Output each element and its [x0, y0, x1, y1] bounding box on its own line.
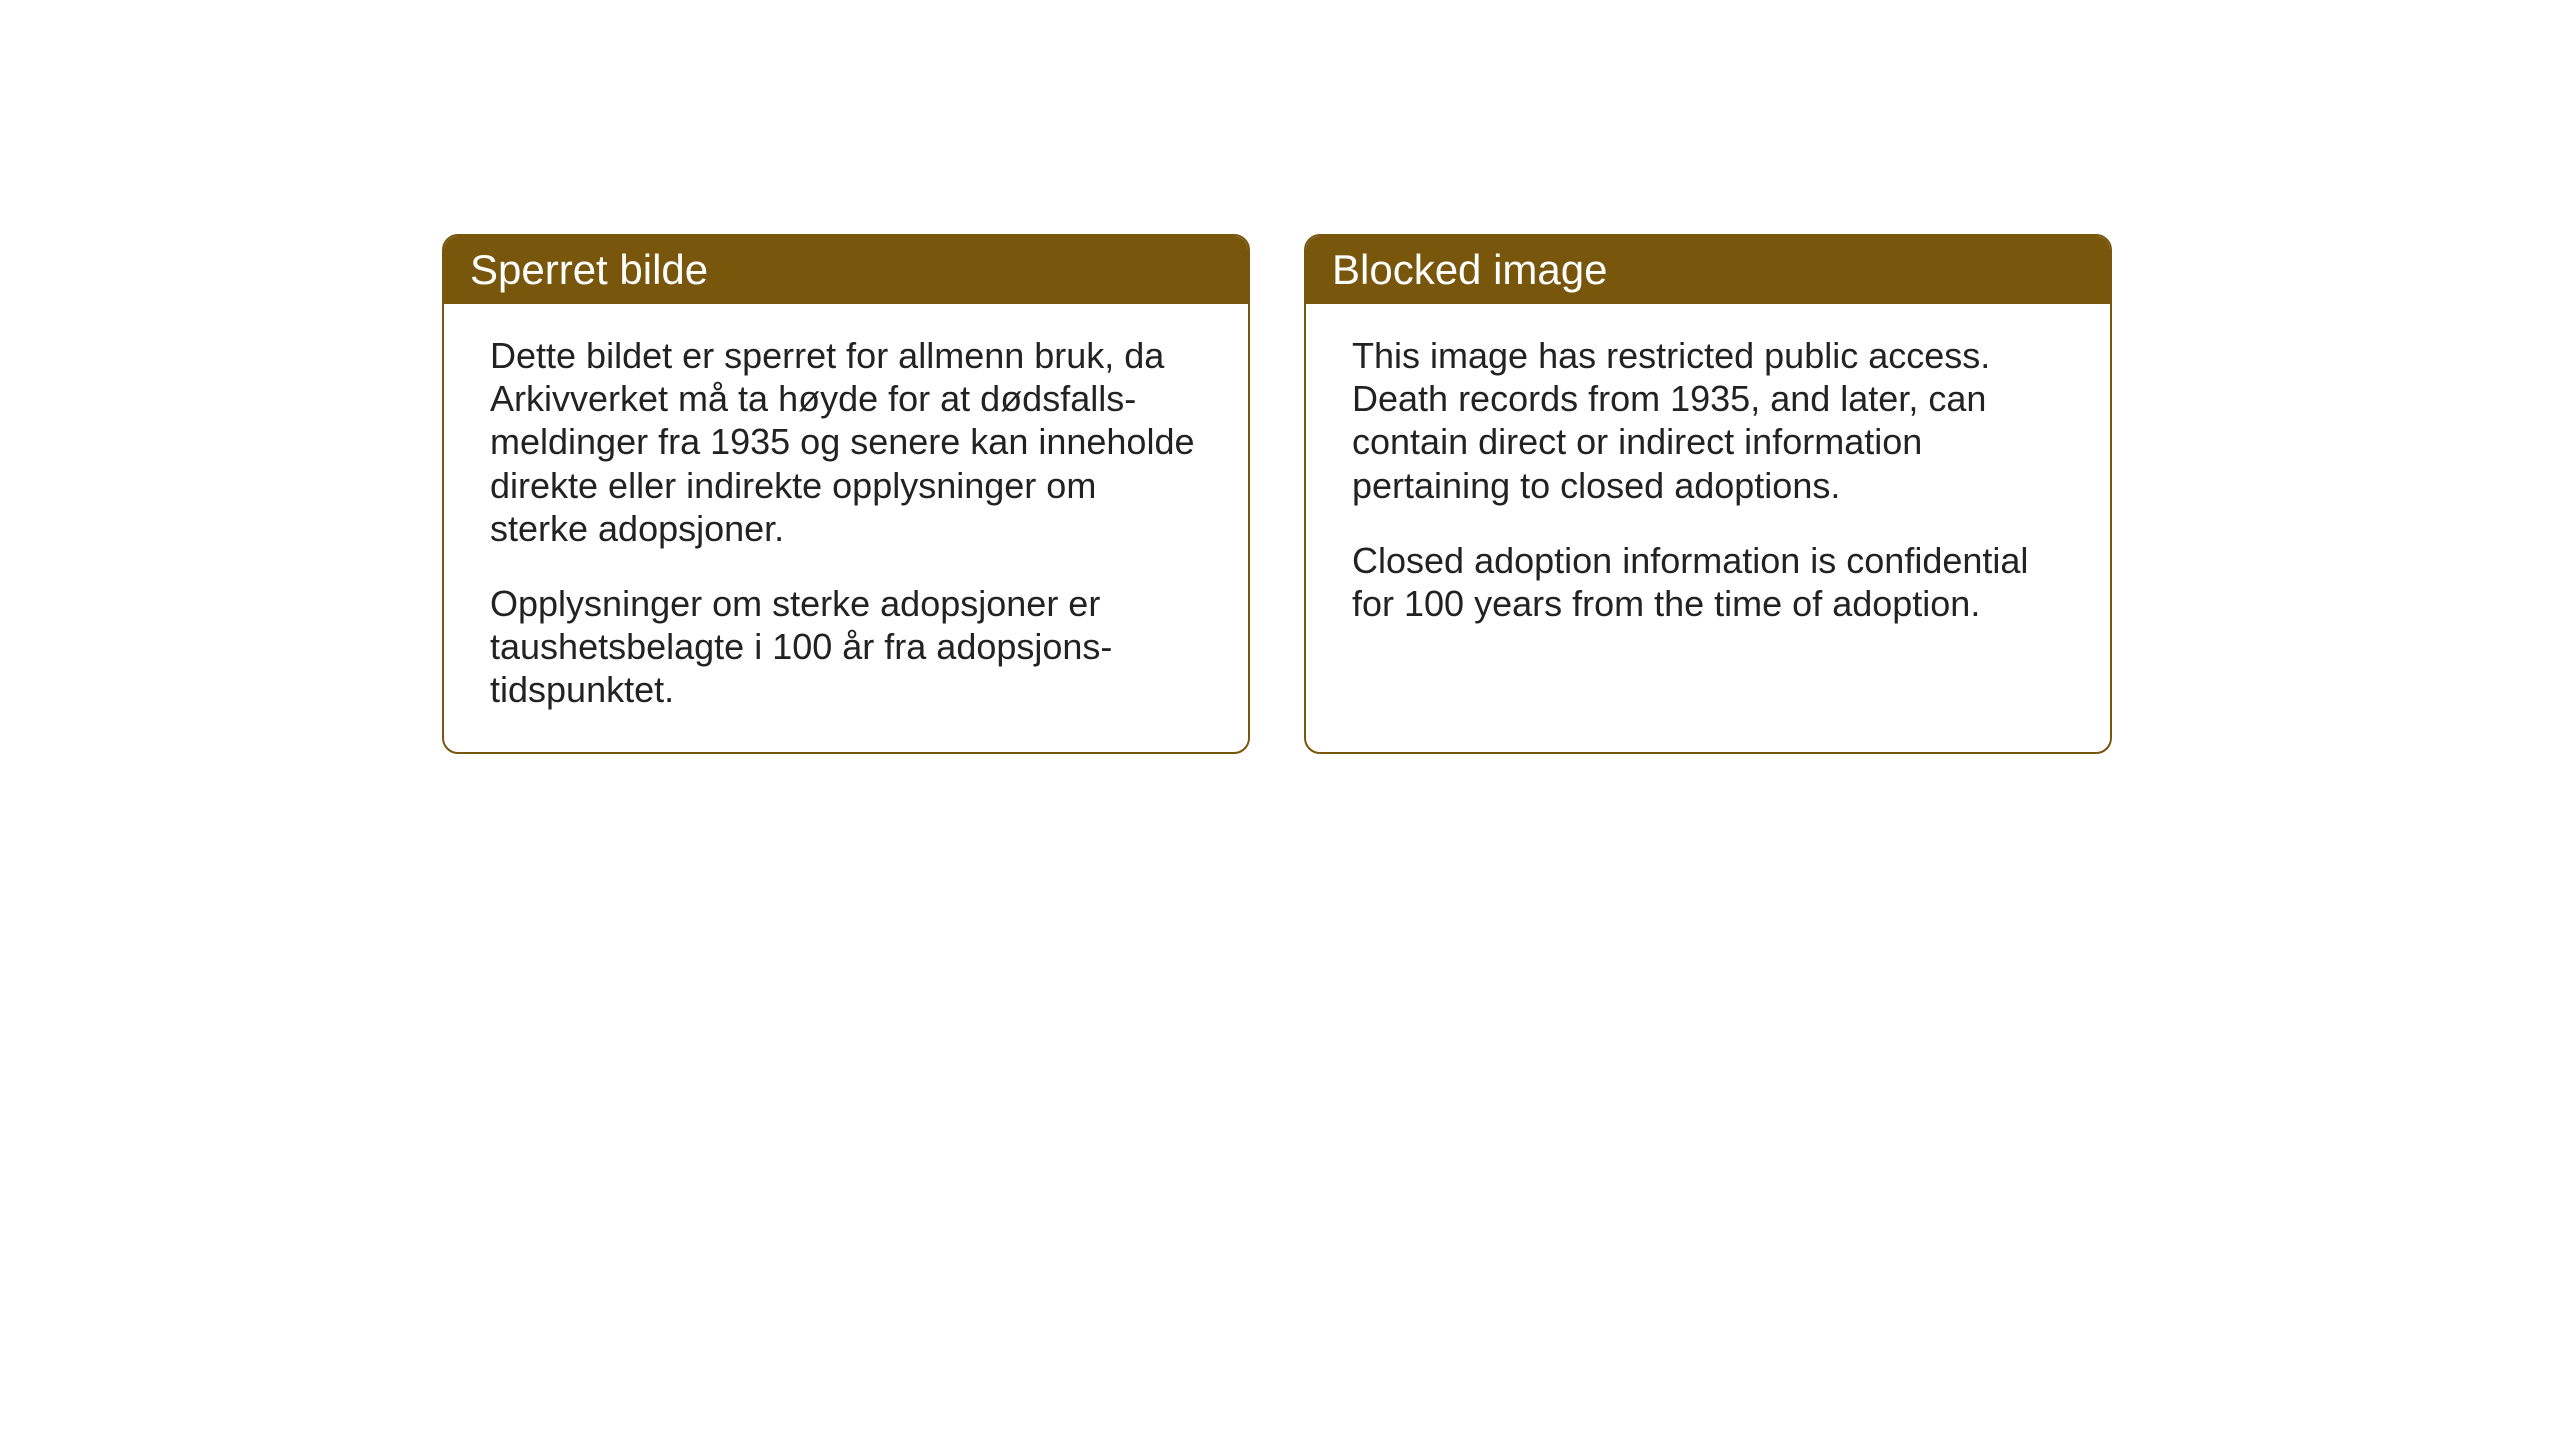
card-title-norwegian: Sperret bilde	[470, 246, 708, 293]
card-paragraph2-norwegian: Opplysninger om sterke adopsjoner er tau…	[490, 582, 1202, 712]
card-norwegian: Sperret bilde Dette bildet er sperret fo…	[442, 234, 1250, 754]
cards-container: Sperret bilde Dette bildet er sperret fo…	[442, 234, 2112, 754]
card-paragraph1-english: This image has restricted public access.…	[1352, 334, 2064, 507]
card-english: Blocked image This image has restricted …	[1304, 234, 2112, 754]
card-header-norwegian: Sperret bilde	[444, 236, 1248, 304]
card-paragraph1-norwegian: Dette bildet er sperret for allmenn bruk…	[490, 334, 1202, 550]
card-header-english: Blocked image	[1306, 236, 2110, 304]
card-body-english: This image has restricted public access.…	[1306, 304, 2110, 665]
card-paragraph2-english: Closed adoption information is confident…	[1352, 539, 2064, 625]
card-body-norwegian: Dette bildet er sperret for allmenn bruk…	[444, 304, 1248, 752]
card-title-english: Blocked image	[1332, 246, 1607, 293]
